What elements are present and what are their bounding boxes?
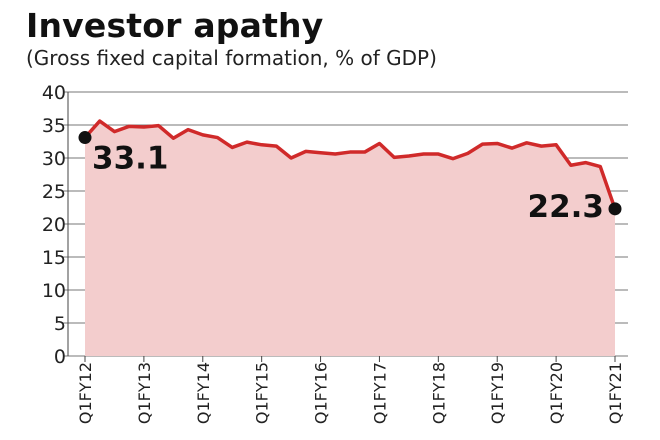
x-tick-label-Q1FY20: Q1FY20 xyxy=(547,362,566,424)
y-tick-label-25: 25 xyxy=(42,181,66,203)
axes xyxy=(67,92,616,362)
y-tick-labels: 0 5 10 15 20 25 30 35 40 xyxy=(42,82,66,368)
y-tick-label-5: 5 xyxy=(54,313,66,335)
y-tick-label-20: 20 xyxy=(42,214,66,236)
x-tick-label-Q1FY21: Q1FY21 xyxy=(606,362,625,424)
x-tick-labels: Q1FY12 Q1FY13 Q1FY14 Q1FY15 Q1FY16 Q1FY17 Q1FY… xyxy=(76,362,625,424)
x-tick-label-Q1FY14: Q1FY14 xyxy=(194,362,213,424)
series-area-fill xyxy=(85,121,615,356)
chart-title: Investor apathy xyxy=(26,6,324,45)
x-tick-label-Q1FY16: Q1FY16 xyxy=(312,362,331,424)
area-fill-layer xyxy=(85,121,615,356)
annotation-marker-Q1FY21 xyxy=(608,202,622,216)
annotation-label-Q1FY21: 22.3 xyxy=(528,189,605,225)
x-tick-label-Q1FY12: Q1FY12 xyxy=(76,362,95,424)
y-tick-label-30: 30 xyxy=(42,148,66,170)
series-line xyxy=(83,119,617,210)
chart-subtitle: (Gross fixed capital formation, % of GDP… xyxy=(26,46,437,70)
x-tick-label-Q1FY18: Q1FY18 xyxy=(429,362,448,424)
annotation-label-Q1FY12: 33.1 xyxy=(92,141,169,177)
y-tick-label-0: 0 xyxy=(54,346,66,368)
annotations: 33.1 22.3 xyxy=(78,131,622,225)
annotation-marker-Q1FY12 xyxy=(78,131,92,145)
x-tick-label-Q1FY13: Q1FY13 xyxy=(135,362,154,424)
x-tick-label-Q1FY17: Q1FY17 xyxy=(370,362,389,424)
y-tick-label-10: 10 xyxy=(42,280,66,302)
x-tick-label-Q1FY15: Q1FY15 xyxy=(253,362,272,424)
y-tick-label-15: 15 xyxy=(42,247,66,269)
series-line-layer xyxy=(83,119,617,210)
y-tick-label-35: 35 xyxy=(42,115,66,137)
y-tick-label-40: 40 xyxy=(42,82,66,104)
x-tick-label-Q1FY19: Q1FY19 xyxy=(488,362,507,424)
